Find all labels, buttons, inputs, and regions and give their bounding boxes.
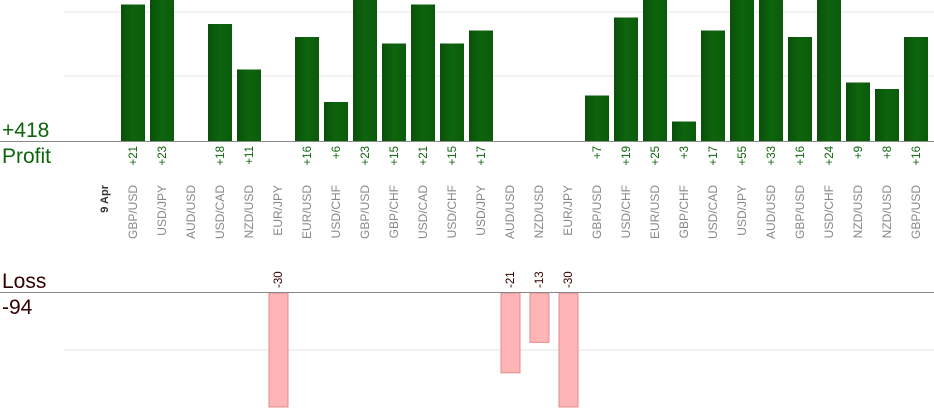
value-label: +3 [679, 146, 691, 159]
axes-group [0, 141, 934, 293]
date-label: 9 Apr [99, 184, 111, 212]
value-label: -30 [563, 271, 575, 288]
loss-bar [268, 292, 289, 408]
category-label: USD/CHF [619, 185, 633, 238]
value-label: -30 [273, 271, 285, 288]
category-label: AUD/USD [184, 185, 198, 239]
category-label: EUR/USD [300, 185, 314, 239]
value-label: +7 [592, 146, 604, 159]
category-label: USD/CHF [445, 185, 459, 238]
category-label: AUD/USD [503, 185, 517, 239]
profit-bar [411, 4, 435, 141]
value-label: +11 [244, 146, 256, 165]
profit-bar [614, 17, 638, 141]
category-label: GBP/USD [590, 185, 604, 239]
profit-bar [701, 30, 725, 141]
value-label: +24 [824, 145, 836, 165]
value-label: +23 [157, 146, 169, 166]
category-label: AUD/USD [764, 185, 778, 239]
profit-bar [324, 102, 348, 141]
profit-bar [382, 43, 406, 141]
category-label: NZD/USD [242, 185, 256, 239]
value-label: -13 [534, 271, 546, 288]
profit-bar [904, 37, 928, 141]
profit-bar [672, 121, 696, 141]
category-label: NZD/USD [880, 185, 894, 239]
profit-bar [150, 0, 174, 141]
bars-group [121, 0, 928, 408]
value-label: +17 [476, 146, 488, 166]
profit-bar [817, 0, 841, 141]
category-label: GBP/USD [909, 185, 923, 239]
profit-bar [295, 37, 319, 141]
value-label: -21 [505, 271, 517, 288]
profit-label: Profit [2, 145, 51, 168]
value-label: +8 [882, 146, 894, 159]
value-label: +21 [418, 146, 430, 166]
profit-bar [353, 0, 377, 141]
value-label: +17 [708, 146, 720, 166]
value-label: +16 [911, 146, 923, 166]
profit-total: +418 [2, 119, 49, 142]
profit-bar [208, 24, 232, 141]
category-label: EUR/JPY [561, 185, 575, 236]
profit-bar [121, 4, 145, 141]
category-label: USD/JPY [735, 185, 749, 236]
value-label: +15 [389, 146, 401, 166]
category-label: USD/CAD [706, 185, 720, 239]
value-label: +25 [650, 146, 662, 166]
profit-bar [846, 82, 870, 141]
profit-bar [469, 30, 493, 141]
value-label: +15 [447, 146, 459, 166]
profit-bar [237, 69, 261, 141]
category-label: GBP/USD [358, 185, 372, 239]
profit-bar [730, 0, 754, 141]
value-label: +18 [215, 146, 227, 166]
category-label: USD/CAD [416, 185, 430, 239]
category-label: GBP/CHF [677, 185, 691, 238]
value-label: +55 [737, 146, 749, 166]
loss-bar [529, 292, 550, 343]
category-label: NZD/USD [851, 185, 865, 239]
profit-bar [643, 0, 667, 141]
category-label: USD/CHF [329, 185, 343, 238]
value-label: +6 [331, 146, 343, 159]
labels-group: +21 GBP/USD +23 USD/JPY AUD/USD +18 USD/CAD +11… [126, 145, 923, 288]
category-label: USD/CAD [213, 185, 227, 239]
value-label: +9 [853, 146, 865, 159]
value-label: +23 [360, 146, 372, 166]
loss-bar [558, 292, 579, 408]
category-label: EUR/JPY [271, 185, 285, 236]
category-label: GBP/USD [126, 185, 140, 239]
category-label: GBP/USD [793, 185, 807, 239]
profit-bar [585, 95, 609, 141]
value-label: +21 [128, 146, 140, 166]
category-label: USD/JPY [155, 185, 169, 236]
profit-bar [759, 0, 783, 141]
profit-bar [788, 37, 812, 141]
category-label: NZD/USD [532, 185, 546, 239]
category-label: USD/JPY [474, 185, 488, 236]
category-label: GBP/CHF [387, 185, 401, 238]
value-label: +16 [795, 146, 807, 166]
profit-bar [440, 43, 464, 141]
profit-bar [875, 89, 899, 141]
loss-label: Loss [2, 270, 46, 293]
value-label: +33 [766, 146, 778, 166]
category-label: EUR/USD [648, 185, 662, 239]
loss-bar [500, 292, 521, 374]
category-label: USD/CHF [822, 185, 836, 238]
value-label: +16 [302, 146, 314, 166]
value-label: +19 [621, 146, 633, 166]
loss-total: -94 [2, 296, 33, 319]
